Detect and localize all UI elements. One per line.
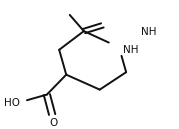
Text: NH: NH: [123, 45, 138, 55]
Text: HO: HO: [4, 98, 20, 108]
Text: NH: NH: [141, 27, 157, 37]
Text: O: O: [49, 118, 57, 128]
